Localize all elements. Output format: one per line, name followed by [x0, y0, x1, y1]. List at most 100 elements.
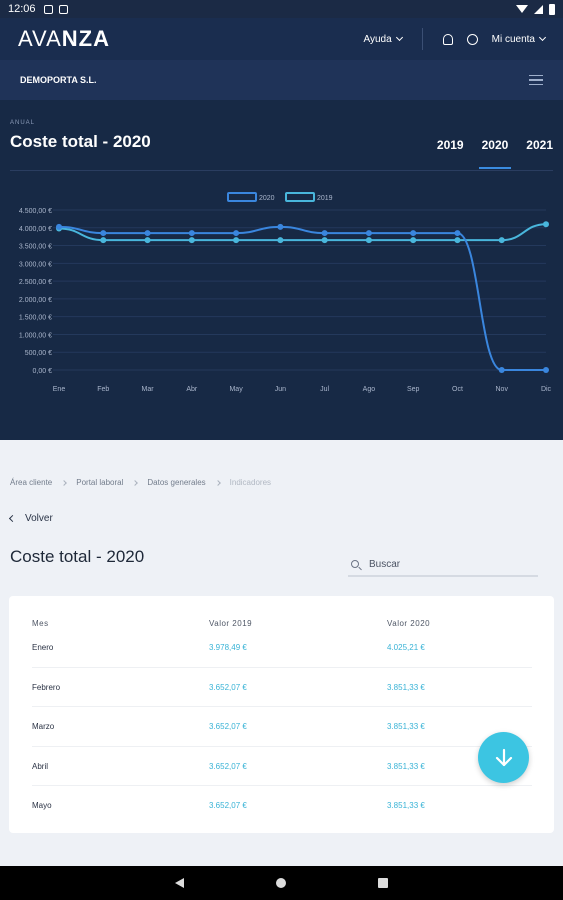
cell-valor-2019: 3.652,07 €	[209, 762, 247, 771]
back-label: Volver	[25, 513, 53, 524]
legend-swatch	[285, 192, 315, 202]
signal-icon	[534, 4, 543, 14]
y-tick-label: 1.500,00 €	[19, 315, 52, 322]
cell-valor-2019: 3.652,07 €	[209, 722, 247, 731]
company-name: DEMOPORTA S.L.	[20, 75, 97, 85]
x-tick-label: Nov	[496, 386, 509, 393]
logo-bold: NZA	[61, 26, 110, 51]
data-point-2020	[321, 230, 328, 237]
x-tick-label: Abr	[186, 386, 198, 393]
data-point-2019	[543, 221, 549, 228]
data-point-2020	[410, 230, 417, 237]
tab-underline	[10, 170, 553, 171]
cell-valor-2020: 3.851,33 €	[387, 683, 425, 692]
header-mes: Mes	[32, 619, 49, 628]
year-tabs: 2019 2020 2021	[437, 138, 553, 169]
data-point-2020	[188, 230, 195, 237]
bell-icon[interactable]	[442, 33, 453, 45]
y-tick-label: 3.000,00 €	[19, 261, 52, 268]
cell-mes: Febrero	[32, 683, 61, 692]
y-tick-label: 500,00 €	[25, 350, 52, 357]
cell-valor-2020: 3.851,33 €	[387, 762, 425, 771]
x-tick-label: Sep	[407, 386, 420, 393]
help-label: Ayuda	[363, 33, 392, 45]
legend-swatch	[227, 192, 257, 202]
status-bar: 12:06	[0, 0, 563, 18]
table-row[interactable]: Abril 3.652,07 € 3.851,33 €	[32, 746, 532, 785]
tab-2020[interactable]: 2020	[478, 138, 511, 169]
data-point-2020	[498, 367, 505, 373]
data-point-2020	[100, 230, 107, 237]
breadcrumb: Área cliente Portal laboral Datos genera…	[10, 478, 271, 487]
tab-2021[interactable]: 2021	[526, 138, 553, 152]
nav-back-icon[interactable]	[175, 878, 184, 888]
x-tick-label: Oct	[452, 386, 463, 393]
table-row[interactable]: Marzo 3.652,07 € 3.851,33 €	[32, 706, 532, 745]
x-tick-label: Ago	[363, 386, 376, 393]
x-tick-label: Ene	[53, 386, 66, 393]
table-row[interactable]: Enero 3.978,49 € 4.025,21 €	[32, 628, 532, 667]
hamburger-icon[interactable]	[529, 74, 543, 86]
account-menu[interactable]: Mi cuenta	[491, 33, 547, 45]
data-point-2019	[233, 237, 240, 244]
tab-2019[interactable]: 2019	[436, 138, 464, 152]
data-point-2019	[454, 237, 461, 244]
x-tick-label: Jul	[320, 386, 329, 393]
table-row[interactable]: Mayo 3.652,07 € 3.851,33 €	[32, 785, 532, 824]
breadcrumb-datos-generales[interactable]: Datos generales	[147, 478, 206, 487]
chevron-down-icon	[395, 33, 403, 41]
chart-title: Coste total - 2020	[10, 132, 151, 151]
data-point-2019	[498, 237, 505, 244]
chart-kicker: ANUAL	[10, 120, 36, 126]
data-point-2019	[277, 237, 284, 244]
system-nav-bar	[0, 866, 563, 900]
cell-mes: Enero	[32, 643, 54, 652]
chat-icon[interactable]	[466, 33, 478, 45]
account-label: Mi cuenta	[491, 33, 535, 45]
wifi-icon	[516, 5, 528, 13]
x-tick-label: Feb	[97, 386, 109, 393]
cell-valor-2019: 3.652,07 €	[209, 801, 247, 810]
data-point-2020	[543, 367, 549, 373]
data-point-2020	[144, 230, 151, 237]
chevron-down-icon	[538, 33, 547, 41]
chart-panel: ANUAL Coste total - 2020 2019 2020 2021 …	[0, 100, 563, 440]
breadcrumb-portal-laboral[interactable]: Portal laboral	[76, 478, 124, 487]
line-chart: 4.500,00 € 4.000,00 € 3.500,00 € 3.000,00 €…	[19, 192, 552, 393]
chevron-right-icon	[214, 479, 221, 486]
arrow-down-icon	[495, 748, 512, 766]
table-card: Mes Valor 2019 Valor 2020 Enero 3.978,49…	[9, 596, 554, 833]
y-tick-label: 2.000,00 €	[19, 297, 52, 304]
nav-recents-icon[interactable]	[378, 878, 388, 888]
status-time: 12:06	[8, 3, 36, 15]
download-button[interactable]	[478, 732, 529, 783]
cell-valor-2019: 3.978,49 €	[209, 643, 247, 652]
sim-icon	[58, 4, 68, 14]
data-point-2020	[233, 230, 240, 237]
x-tick-label: Mar	[142, 386, 155, 393]
y-tick-label: 3.500,00 €	[19, 244, 52, 251]
breadcrumb-area-cliente[interactable]: Área cliente	[10, 478, 53, 487]
cell-mes: Marzo	[32, 722, 55, 731]
search-input[interactable]	[369, 558, 529, 570]
y-tick-label: 4.500,00 €	[19, 208, 52, 215]
top-header: AVANZA Ayuda Mi cuenta	[0, 18, 563, 60]
chevron-right-icon	[132, 479, 139, 486]
breadcrumb-indicadores: Indicadores	[229, 478, 272, 487]
notification-icon	[43, 4, 53, 14]
x-tick-label: Jun	[275, 386, 286, 393]
back-link[interactable]: Volver	[8, 513, 53, 524]
help-menu[interactable]: Ayuda	[363, 33, 403, 45]
cell-valor-2020: 3.851,33 €	[387, 801, 425, 810]
series-line-2019	[58, 223, 547, 242]
nav-home-icon[interactable]	[276, 878, 286, 888]
data-point-2020	[365, 230, 372, 237]
cell-valor-2020: 3.851,33 €	[387, 722, 425, 731]
logo[interactable]: AVANZA	[18, 26, 110, 52]
y-tick-label: 4.000,00 €	[19, 226, 52, 233]
data-point-2019	[100, 237, 107, 244]
header-valor-2020: Valor 2020	[387, 619, 431, 628]
y-tick-label: 0,00 €	[33, 368, 53, 375]
table-row[interactable]: Febrero 3.652,07 € 3.851,33 €	[32, 667, 532, 706]
page-title: Coste total - 2020	[10, 547, 145, 566]
